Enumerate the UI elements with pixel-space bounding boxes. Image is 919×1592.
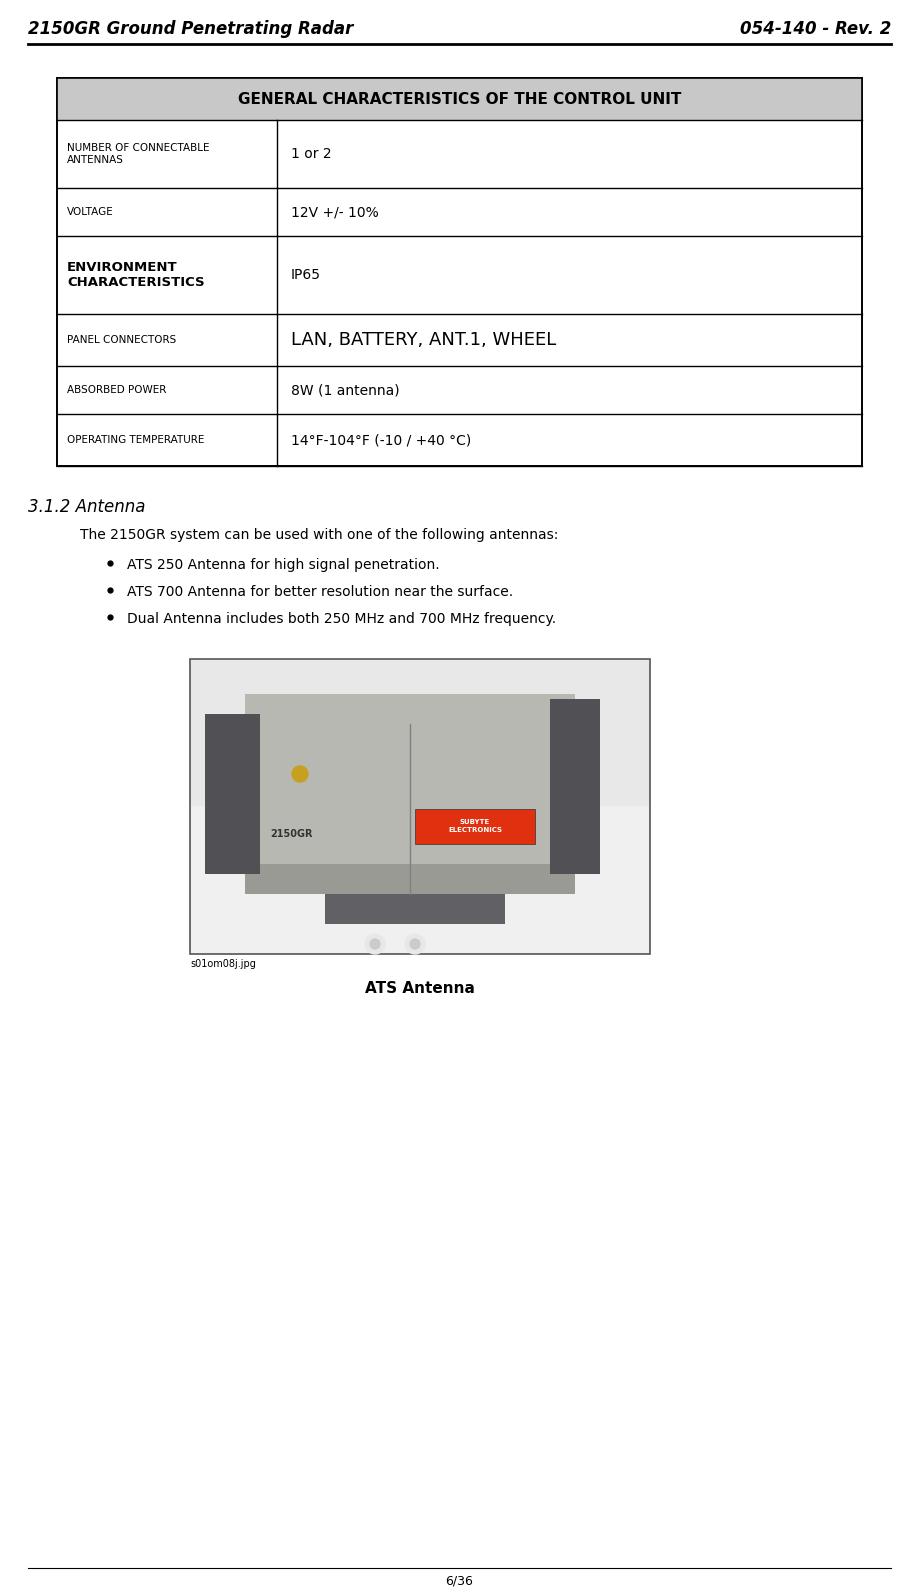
Bar	[57, 78, 862, 466]
Bar	[205, 713, 260, 874]
Text: NUMBER OF CONNECTABLE
ANTENNAS: NUMBER OF CONNECTABLE ANTENNAS	[67, 143, 210, 166]
Bar	[245, 864, 575, 895]
Text: SUBYTE
ELECTRONICS: SUBYTE ELECTRONICS	[448, 820, 502, 833]
Circle shape	[410, 939, 420, 949]
Bar	[57, 78, 862, 119]
Text: 054-140 - Rev. 2: 054-140 - Rev. 2	[740, 21, 891, 38]
Circle shape	[370, 939, 380, 949]
Text: ATS 250 Antenna for high signal penetration.: ATS 250 Antenna for high signal penetrat…	[127, 559, 439, 572]
Circle shape	[292, 766, 308, 782]
Text: 14°F-104°F (-10 / +40 °C): 14°F-104°F (-10 / +40 °C)	[291, 433, 471, 447]
Text: 2150GR: 2150GR	[270, 829, 312, 839]
Bar	[325, 895, 505, 923]
Bar	[415, 809, 535, 844]
Text: VOLTAGE: VOLTAGE	[67, 207, 114, 217]
Text: 3.1.2 Antenna: 3.1.2 Antenna	[28, 498, 145, 516]
Text: IP65: IP65	[291, 267, 321, 282]
Bar	[190, 659, 650, 954]
Text: ATS Antenna: ATS Antenna	[365, 981, 475, 997]
Text: 8W (1 antenna): 8W (1 antenna)	[291, 384, 400, 396]
Bar	[191, 806, 649, 954]
Text: The 2150GR system can be used with one of the following antennas:: The 2150GR system can be used with one o…	[80, 529, 559, 541]
Text: ENVIRONMENT
CHARACTERISTICS: ENVIRONMENT CHARACTERISTICS	[67, 261, 205, 290]
Text: 12V +/- 10%: 12V +/- 10%	[291, 205, 379, 220]
Circle shape	[365, 935, 385, 954]
Text: PANEL CONNECTORS: PANEL CONNECTORS	[67, 334, 176, 345]
Text: 2150GR Ground Penetrating Radar: 2150GR Ground Penetrating Radar	[28, 21, 354, 38]
Text: s01om08j.jpg: s01om08j.jpg	[190, 958, 255, 970]
Text: 1 or 2: 1 or 2	[291, 146, 332, 161]
Bar	[245, 694, 575, 895]
Text: LAN, BATTERY, ANT.1, WHEEL: LAN, BATTERY, ANT.1, WHEEL	[291, 331, 556, 349]
Text: OPERATING TEMPERATURE: OPERATING TEMPERATURE	[67, 435, 204, 446]
Text: 6/36: 6/36	[445, 1574, 473, 1587]
Bar	[550, 699, 600, 874]
Text: GENERAL CHARACTERISTICS OF THE CONTROL UNIT: GENERAL CHARACTERISTICS OF THE CONTROL U…	[238, 91, 681, 107]
Text: ATS 700 Antenna for better resolution near the surface.: ATS 700 Antenna for better resolution ne…	[127, 584, 513, 599]
Text: ABSORBED POWER: ABSORBED POWER	[67, 385, 166, 395]
Text: Dual Antenna includes both 250 MHz and 700 MHz frequency.: Dual Antenna includes both 250 MHz and 7…	[127, 611, 556, 626]
Circle shape	[405, 935, 425, 954]
